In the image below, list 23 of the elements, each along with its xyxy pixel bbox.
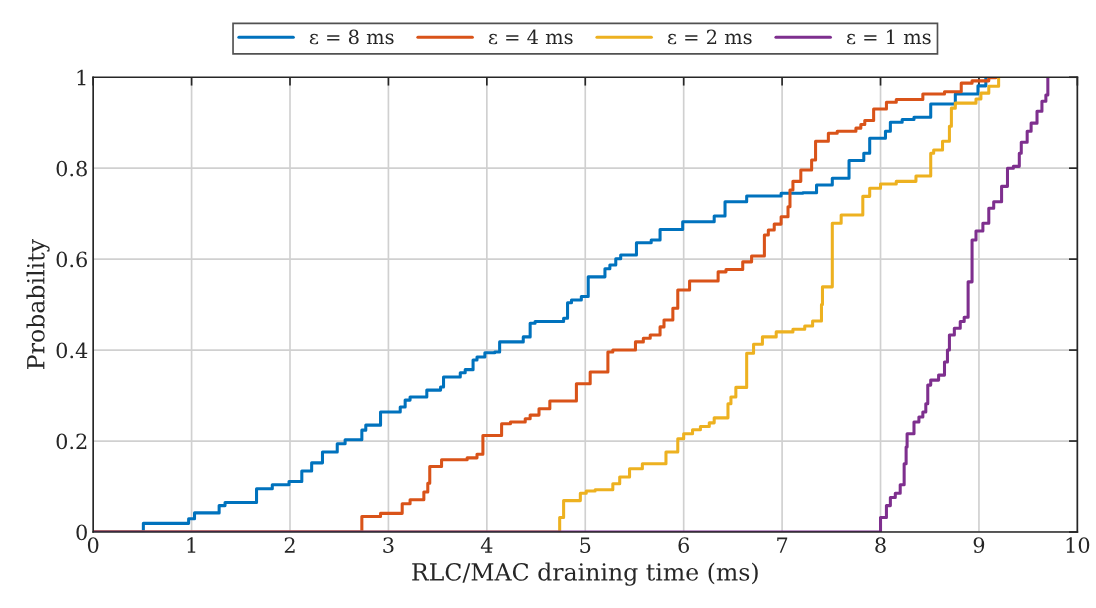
x-tick-label: 9 [973,537,985,553]
y-tick-label: 0.8 [56,160,87,177]
y-tick-label: 0.2 [56,433,87,450]
y-tick-label: 0.6 [56,251,87,268]
x-tick-label: 0 [87,537,99,553]
y-tick-label: 1 [77,69,86,86]
x-tick-label: 6 [678,537,689,553]
x-tick-label: 1 [187,537,196,553]
legend-label: ε = 8 ms [309,29,394,45]
y-tick-label: 0.4 [56,342,88,359]
x-tick-label: 4 [480,537,493,553]
y-tick-label: 0 [76,524,87,541]
x-tick-label: 5 [580,537,591,553]
x-tick-label: 3 [383,537,394,553]
x-tick-label: 8 [875,537,886,553]
y-axis-title: Probability [26,239,50,369]
x-tick-label: 2 [284,537,295,553]
x-tick-label: 10 [1066,537,1090,553]
x-tick-label: 7 [777,537,788,553]
legend-label: ε = 2 ms [667,29,752,45]
x-axis-title: RLC/MAC draining time (ms) [412,562,758,586]
legend-label: ε = 1 ms [846,29,931,45]
legend-label: ε = 4 ms [488,29,573,45]
